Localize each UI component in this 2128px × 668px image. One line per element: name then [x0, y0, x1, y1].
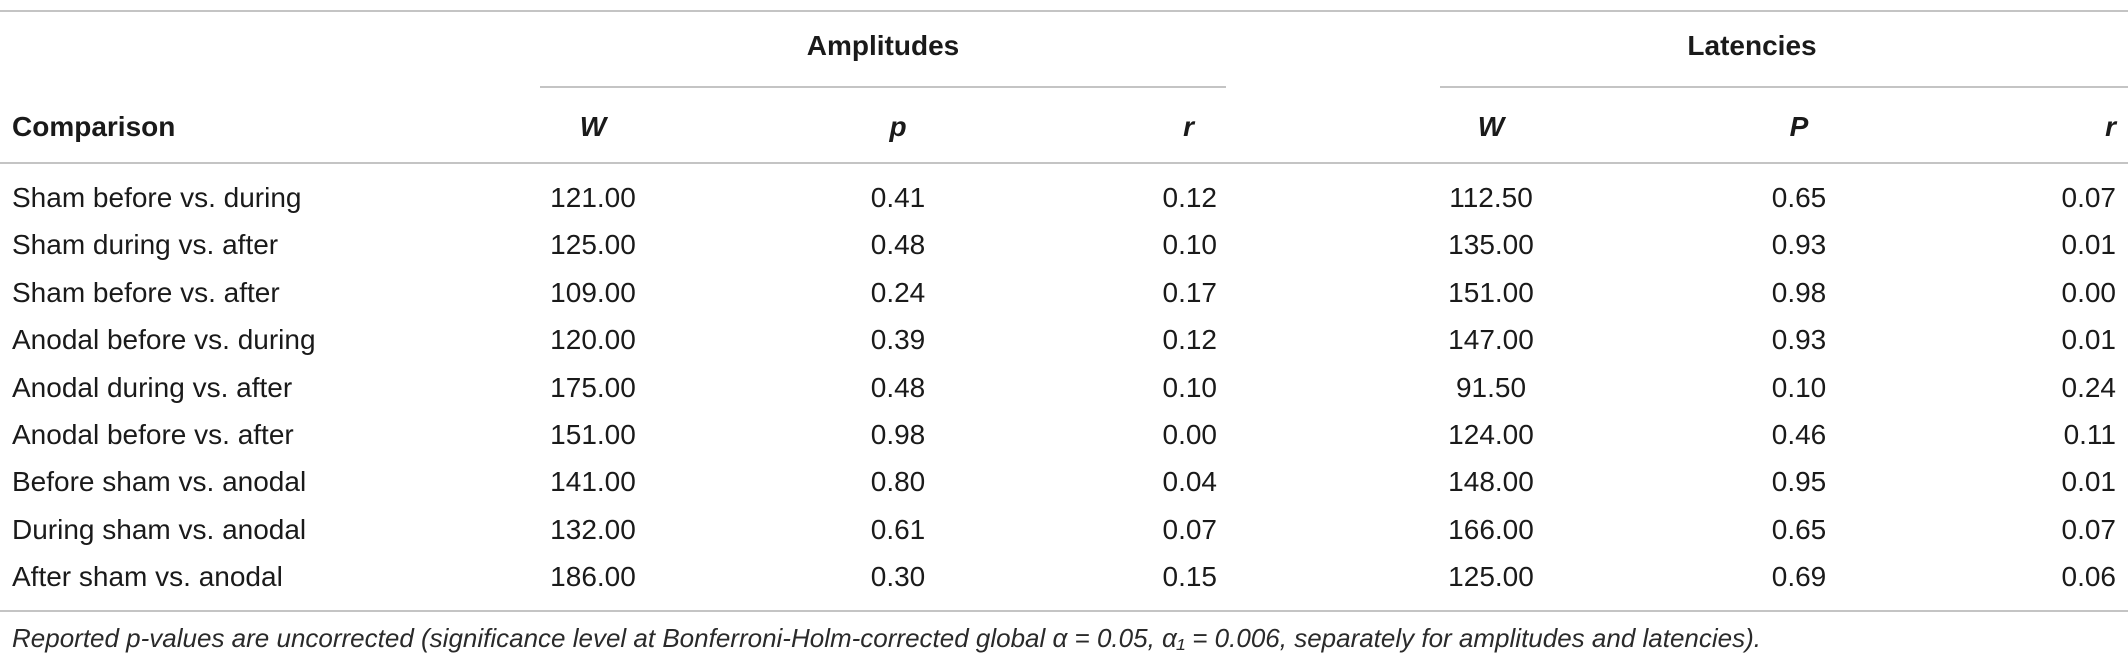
table-bottom-rule	[0, 610, 2128, 612]
latency-w-cell: 112.50	[1449, 182, 1533, 213]
table-top-rule	[0, 10, 2128, 12]
latency-w-cell: 166.00	[1448, 514, 1534, 545]
header-bottom-rule	[0, 162, 2128, 164]
latency-p-cell: 0.93	[1771, 229, 1827, 260]
amplitude-r-cell: 0.10	[1162, 229, 1218, 260]
latency-p-cell: 0.65	[1771, 182, 1827, 213]
amplitudes-w-header: W	[579, 111, 607, 142]
amplitude-p-cell: 0.48	[870, 229, 926, 260]
latency-w-cell: 148.00	[1448, 466, 1534, 497]
comparison-cell: Sham before vs. after	[12, 277, 280, 308]
amplitudes-group-header: Amplitudes	[806, 30, 960, 61]
amplitude-r-cell: 0.12	[1162, 182, 1218, 213]
amplitude-r-cell: 0.00	[1162, 419, 1218, 450]
latency-r-cell: 0.07	[2061, 514, 2117, 545]
latency-r-cell: 0.01	[2061, 324, 2117, 355]
latencies-w-header: W	[1477, 111, 1505, 142]
comparison-column-header: Comparison	[12, 111, 176, 142]
amplitude-r-cell: 0.07	[1162, 514, 1218, 545]
amplitudes-group-rule	[540, 86, 1226, 88]
latency-w-cell: 147.00	[1448, 324, 1534, 355]
latency-p-cell: 0.69	[1771, 561, 1827, 592]
latency-w-cell: 151.00	[1448, 277, 1534, 308]
latency-w-cell: 135.00	[1448, 229, 1534, 260]
amplitude-p-cell: 0.61	[870, 514, 926, 545]
amplitude-p-cell: 0.80	[870, 466, 926, 497]
amplitude-p-cell: 0.98	[870, 419, 926, 450]
amplitude-r-cell: 0.10	[1162, 372, 1218, 403]
amplitude-r-cell: 0.12	[1162, 324, 1218, 355]
latency-p-cell: 0.93	[1771, 324, 1827, 355]
amplitude-w-cell: 121.00	[550, 182, 636, 213]
amplitude-w-cell: 132.00	[550, 514, 636, 545]
amplitude-w-cell: 151.00	[550, 419, 636, 450]
latency-w-cell: 125.00	[1448, 561, 1534, 592]
latency-p-cell: 0.10	[1771, 372, 1827, 403]
comparison-cell: Anodal before vs. after	[12, 419, 294, 450]
amplitude-w-cell: 186.00	[550, 561, 636, 592]
comparison-cell: Sham during vs. after	[12, 229, 279, 260]
amplitude-w-cell: 125.00	[550, 229, 636, 260]
amplitude-r-cell: 0.04	[1162, 466, 1218, 497]
amplitudes-p-header: p	[889, 111, 907, 142]
amplitude-p-cell: 0.39	[870, 324, 926, 355]
latencies-group-rule	[1440, 86, 2128, 88]
latencies-r-header: r	[2105, 111, 2116, 142]
latencies-p-header: P	[1789, 111, 1809, 142]
comparison-cell: Sham before vs. during	[12, 182, 302, 213]
comparison-cell: Before sham vs. anodal	[12, 466, 307, 497]
amplitude-p-cell: 0.30	[870, 561, 926, 592]
latency-w-cell: 91.50	[1455, 372, 1527, 403]
comparison-cell: During sham vs. anodal	[12, 514, 307, 545]
latency-r-cell: 0.00	[2061, 277, 2117, 308]
amplitude-p-cell: 0.48	[870, 372, 926, 403]
latency-p-cell: 0.65	[1771, 514, 1827, 545]
amplitude-w-cell: 175.00	[550, 372, 636, 403]
latency-r-cell: 0.01	[2061, 466, 2117, 497]
comparison-cell: After sham vs. anodal	[12, 561, 283, 592]
latency-w-cell: 124.00	[1448, 419, 1534, 450]
latency-p-cell: 0.95	[1771, 466, 1827, 497]
comparison-cell: Anodal during vs. after	[12, 372, 293, 403]
latencies-group-header: Latencies	[1687, 30, 1817, 61]
amplitude-p-cell: 0.24	[870, 277, 926, 308]
comparison-cell: Anodal before vs. during	[12, 324, 316, 355]
latency-r-cell: 0.24	[2061, 372, 2117, 403]
latency-p-cell: 0.98	[1771, 277, 1827, 308]
amplitude-w-cell: 120.00	[550, 324, 636, 355]
amplitude-w-cell: 141.00	[550, 466, 636, 497]
amplitude-r-cell: 0.15	[1162, 561, 1218, 592]
latency-r-cell: 0.07	[2061, 182, 2117, 213]
amplitude-p-cell: 0.41	[870, 182, 926, 213]
latency-r-cell: 0.06	[2061, 561, 2117, 592]
amplitude-w-cell: 109.00	[550, 277, 636, 308]
latency-r-cell: 0.11	[2063, 419, 2116, 450]
amplitude-r-cell: 0.17	[1162, 277, 1218, 308]
amplitudes-r-header: r	[1183, 111, 1194, 142]
table-footnote: Reported p-values are uncorrected (signi…	[12, 623, 1761, 653]
latency-r-cell: 0.01	[2061, 229, 2117, 260]
latency-p-cell: 0.46	[1771, 419, 1827, 450]
